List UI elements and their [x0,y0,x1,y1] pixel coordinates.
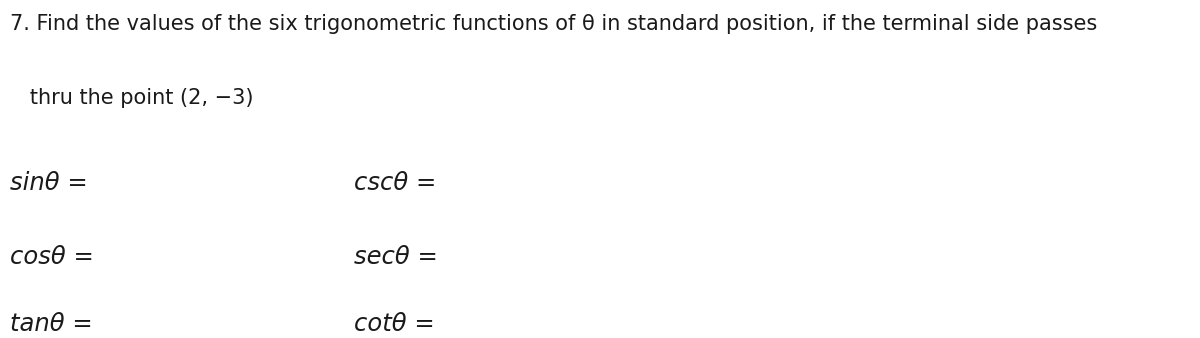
Text: cotθ =: cotθ = [354,312,434,337]
Text: 7. Find the values of the six trigonometric functions of θ in standard position,: 7. Find the values of the six trigonomet… [10,14,1097,33]
Text: cscθ =: cscθ = [354,170,437,195]
Text: cosθ =: cosθ = [10,245,94,269]
Text: thru the point (2, −3): thru the point (2, −3) [10,88,253,108]
Text: secθ =: secθ = [354,245,438,269]
Text: sinθ =: sinθ = [10,170,88,195]
Text: tanθ =: tanθ = [10,312,92,337]
